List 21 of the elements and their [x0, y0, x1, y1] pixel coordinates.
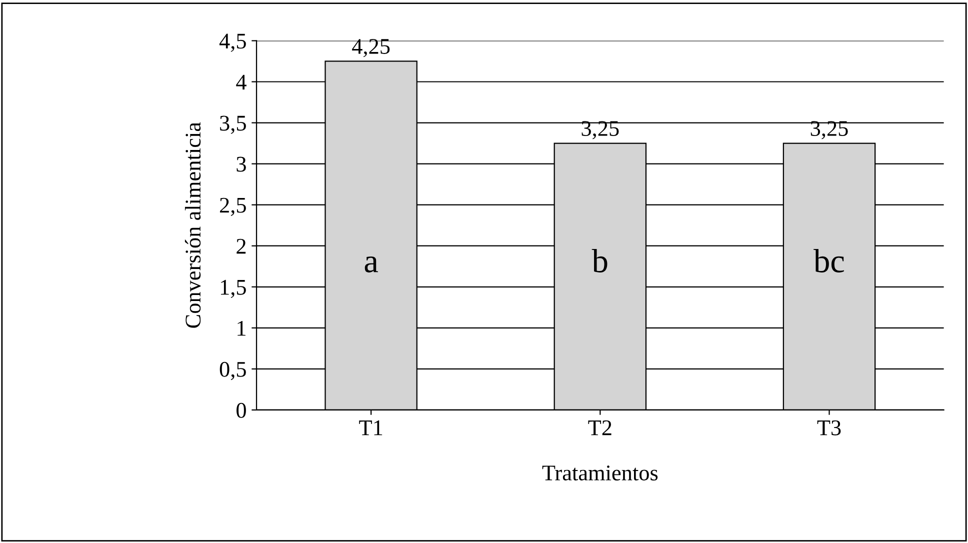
y-tick-label: 1,5: [220, 280, 246, 298]
x-axis-title: Tratamientos: [542, 466, 658, 480]
y-tick-label: 2,5: [220, 198, 246, 216]
y-axis-title: Conversión alimenticia: [184, 122, 201, 328]
y-tick-label: 0,5: [220, 362, 246, 380]
y-tick-label: 1: [238, 320, 246, 336]
y-tick-label: 3: [236, 156, 246, 172]
x-tick-label: T2: [588, 420, 612, 436]
data-label: 3,25: [582, 121, 619, 140]
y-tick-label: 4: [236, 74, 246, 90]
data-label: 3,25: [810, 121, 848, 140]
annotation: a: [364, 256, 378, 272]
y-tick-label: 3,5: [220, 116, 246, 134]
x-tick-label: T1: [359, 420, 382, 436]
annotation: bc: [814, 249, 844, 272]
y-tick-label: 2: [236, 238, 246, 254]
annotation: b: [592, 249, 608, 272]
y-tick-label: 4,5: [219, 34, 246, 52]
x-tick-label: T3: [817, 420, 841, 436]
y-tick-label: 0: [236, 402, 246, 418]
data-label: 4,25: [352, 39, 390, 58]
